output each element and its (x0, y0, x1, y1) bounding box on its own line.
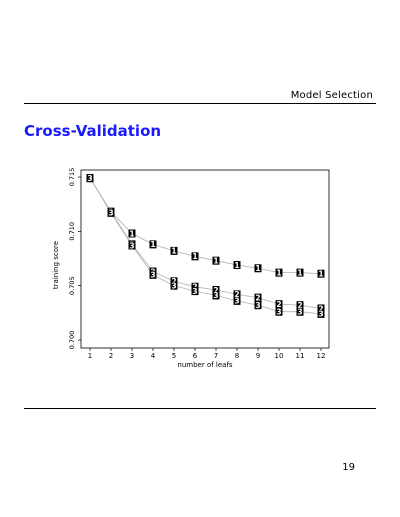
data-point-series-2: 2 (296, 301, 304, 310)
svg-text:2: 2 (234, 290, 239, 299)
data-point-series-1: 1 (191, 252, 199, 261)
x-tick-label: 12 (317, 352, 326, 360)
data-point-series-2: 2 (191, 283, 199, 292)
svg-text:2: 2 (171, 277, 176, 286)
svg-text:3: 3 (234, 297, 239, 306)
section-header: Model Selection (290, 90, 373, 101)
data-point-series-3: 3 (191, 287, 199, 296)
x-tick-label: 5 (172, 352, 176, 360)
data-point-series-1: 1 (212, 256, 220, 265)
svg-text:1: 1 (150, 240, 155, 249)
svg-text:2: 2 (297, 301, 302, 310)
y-tick-label: 0.710 (68, 222, 76, 241)
x-axis: 1 2 3 4 5 6 7 8 9 10 11 12 (88, 348, 326, 360)
data-point-series-3: 3 (107, 209, 115, 218)
data-point-series-1: 1 (275, 268, 283, 277)
data-point-series-3: 3 (128, 241, 136, 250)
svg-text:1: 1 (318, 270, 323, 279)
svg-text:1: 1 (171, 247, 176, 256)
footer-rule (24, 408, 376, 409)
y-axis: 0.700 0.705 0.710 0.715 (68, 168, 81, 350)
data-point-series-3: 3 (86, 174, 94, 183)
svg-text:1: 1 (129, 229, 134, 238)
data-point-series-1: 1 (254, 264, 262, 273)
series-markers: 111111111111222222222222333333333333 (86, 174, 325, 319)
svg-text:3: 3 (297, 308, 302, 317)
svg-text:2: 2 (318, 304, 323, 313)
series-lines (89, 177, 322, 315)
data-point-series-2: 2 (212, 286, 220, 295)
svg-text:2: 2 (276, 300, 281, 309)
x-tick-label: 4 (151, 352, 156, 360)
data-point-series-3: 3 (149, 271, 157, 280)
series-line-1 (89, 177, 322, 275)
x-tick-label: 7 (214, 352, 218, 360)
svg-text:2: 2 (213, 286, 218, 295)
svg-text:3: 3 (255, 301, 260, 310)
x-tick-label: 10 (275, 352, 284, 360)
data-point-series-3: 3 (317, 310, 325, 319)
x-tick-label: 8 (235, 352, 239, 360)
data-point-series-2: 2 (254, 293, 262, 302)
series-line-2 (89, 177, 322, 309)
svg-text:3: 3 (171, 281, 176, 290)
data-point-series-3: 3 (170, 281, 178, 290)
x-tick-label: 3 (130, 352, 134, 360)
x-tick-label: 2 (109, 352, 113, 360)
svg-text:3: 3 (213, 291, 218, 300)
slide-title: Cross-Validation (24, 122, 162, 140)
data-point-series-3: 3 (296, 308, 304, 317)
data-point-series-1: 1 (317, 270, 325, 279)
svg-text:3: 3 (108, 209, 113, 218)
svg-text:1: 1 (276, 268, 281, 277)
svg-text:1: 1 (234, 261, 239, 270)
svg-text:3: 3 (192, 287, 197, 296)
svg-text:2: 2 (255, 293, 260, 302)
y-axis-label: training score (52, 241, 60, 289)
data-point-series-1: 1 (128, 229, 136, 238)
y-tick-label: 0.700 (68, 331, 76, 350)
svg-text:1: 1 (255, 264, 260, 273)
svg-text:1: 1 (297, 268, 302, 277)
header-rule (24, 103, 376, 104)
data-point-series-2: 2 (275, 300, 283, 309)
svg-text:3: 3 (87, 174, 92, 183)
series-line-3 (89, 177, 322, 315)
page-number: 19 (342, 462, 355, 473)
data-point-series-1: 1 (149, 240, 157, 249)
x-tick-label: 9 (256, 352, 260, 360)
svg-text:3: 3 (129, 241, 134, 250)
x-tick-label: 1 (88, 352, 92, 360)
x-axis-label: number of leafs (177, 361, 233, 369)
y-tick-label: 0.715 (68, 168, 76, 187)
svg-text:2: 2 (192, 283, 197, 292)
data-point-series-1: 1 (233, 261, 241, 270)
data-point-series-3: 3 (254, 301, 262, 310)
data-point-series-1: 1 (296, 268, 304, 277)
y-tick-label: 0.705 (68, 276, 76, 295)
x-tick-label: 6 (193, 352, 198, 360)
data-point-series-2: 2 (170, 277, 178, 286)
svg-text:3: 3 (318, 310, 323, 319)
x-tick-label: 11 (296, 352, 305, 360)
data-point-series-2: 2 (317, 304, 325, 313)
svg-text:1: 1 (213, 256, 218, 265)
data-point-series-3: 3 (233, 297, 241, 306)
plot-frame (80, 169, 330, 349)
data-point-series-1: 1 (170, 247, 178, 256)
svg-text:3: 3 (276, 308, 281, 317)
svg-text:1: 1 (192, 252, 197, 261)
data-point-series-3: 3 (212, 291, 220, 300)
data-point-series-3: 3 (275, 308, 283, 317)
data-point-series-2: 2 (233, 290, 241, 299)
svg-text:3: 3 (150, 271, 155, 280)
